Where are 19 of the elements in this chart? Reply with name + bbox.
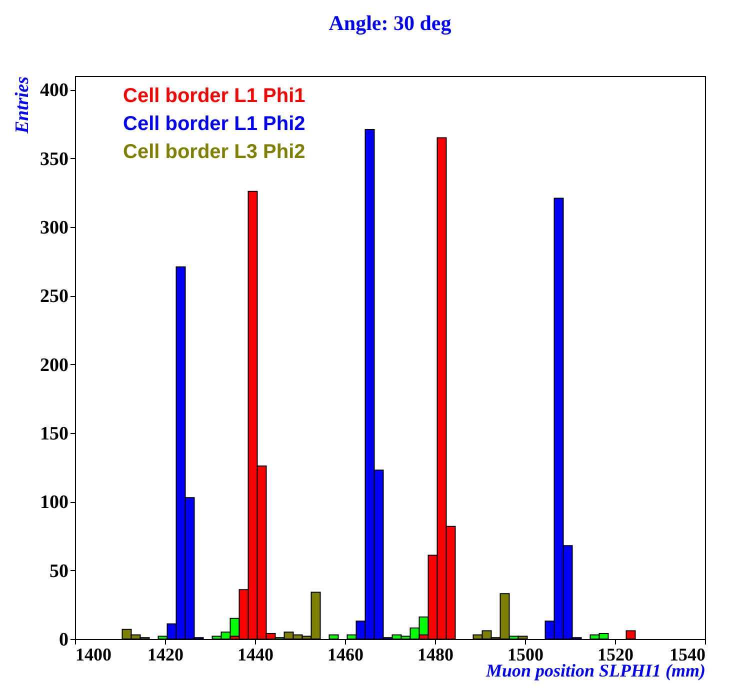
y-tick-label: 200 [40, 354, 68, 376]
x-tick-label: 1480 [418, 644, 454, 664]
x-tick-label: 1400 [76, 644, 112, 664]
y-tick-label: 100 [40, 492, 68, 514]
y-tick-label: 150 [40, 424, 68, 445]
text: Cell border L3 Phi2 [123, 141, 306, 163]
x-tick-label: 1440 [238, 644, 274, 664]
y-tick-label: 250 [40, 286, 68, 308]
x-tick-label: 1420 [148, 644, 184, 664]
text: Cell border L1 Phi1 [123, 85, 306, 107]
x-tick-label: 1460 [328, 644, 364, 664]
y-tick-label: 300 [40, 218, 68, 239]
y-tick-label: 400 [40, 80, 68, 102]
y-tick-label: 0 [59, 630, 68, 650]
y-tick-label: 50 [50, 560, 68, 582]
y-tick-label: 350 [40, 148, 68, 170]
chart-title: Angle: 30 deg [328, 11, 452, 35]
y-axis-title: Entries [12, 76, 33, 135]
text: Cell border L1 Phi2 [123, 113, 306, 135]
